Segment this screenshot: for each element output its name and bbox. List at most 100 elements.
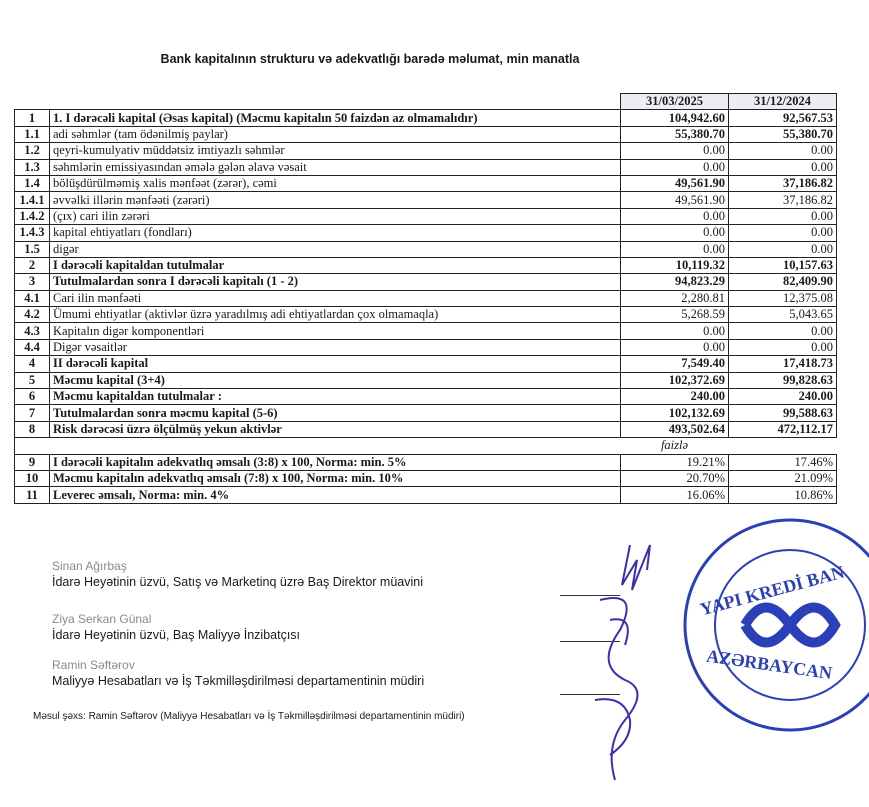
table-row: 8 Risk dərəcəsi üzrə ölçülmüş yekun aktiv… <box>14 420 837 439</box>
value-2024-12: 240.00 <box>728 388 837 406</box>
value-2024-12: 82,409.90 <box>728 273 837 291</box>
table-row: 1.2 qeyri-kumulyativ müddətsiz imtiyazlı … <box>14 142 837 160</box>
signature-line <box>560 694 620 695</box>
table-row: 1.4.1 əvvəlki illərin mənfəəti (zərəri) 49… <box>14 191 837 209</box>
row-number: 1.1 <box>14 125 50 144</box>
value-2024-12: 472,112.17 <box>728 420 837 439</box>
signatory-name: Ziya Serkan Günal <box>52 612 152 626</box>
value-2025-03: 49,561.90 <box>620 191 729 209</box>
row-label: Tutulmalardan sonra I dərəcəli kapitalı … <box>49 273 621 291</box>
value-2024-12: 99,828.63 <box>728 371 837 390</box>
row-label: Məcmu kapitaldan tutulmalar : <box>49 388 621 406</box>
value-2024-12: 17.46% <box>728 453 837 471</box>
row-number: 1 <box>14 109 50 127</box>
row-number: 1.4.3 <box>14 224 50 242</box>
value-2025-03: 0.00 <box>620 322 729 340</box>
value-2025-03: 0.00 <box>620 207 729 226</box>
value-2024-12: 37,186.82 <box>728 191 837 209</box>
table-row: 3 Tutulmalardan sonra I dərəcəli kapitalı… <box>14 273 837 291</box>
row-label: Ümumi ehtiyatlar (aktivlər üzrə yaradılm… <box>49 306 621 324</box>
value-2025-03: 104,942.60 <box>620 109 729 127</box>
table-row: 1.4 bölüşdürülməmiş xalis mənfəət (zərər)… <box>14 174 837 193</box>
table-header: 31/03/2025 31/12/2024 <box>15 92 837 111</box>
value-2025-03: 55,380.70 <box>620 125 729 144</box>
value-2024-12: 10.86% <box>728 486 837 504</box>
table-row: 4.4 Digər vəsaitlər 0.00 0.00 <box>14 338 837 357</box>
table-row: 4.1 Cari ilin mənfəəti 2,280.81 12,375.08 <box>14 289 837 308</box>
table-row: 1 1. I dərəcəli kapital (Əsas kapital) (M… <box>14 109 837 127</box>
row-label: Məcmu kapitalın adekvatlıq əmsalı (7:8) … <box>49 469 621 488</box>
table-row: 1.4.2 (çıx) cari ilin zərəri 0.00 0.00 <box>14 207 837 226</box>
value-2025-03: 0.00 <box>620 142 729 160</box>
table-row: 7 Tutulmalardan sonra məcmu kapital (5-6)… <box>14 404 837 422</box>
value-2025-03: 0.00 <box>620 338 729 357</box>
value-2025-03: 7,549.40 <box>620 355 729 373</box>
value-2024-12: 99,588.63 <box>728 404 837 422</box>
value-2025-03: 20.70% <box>620 469 729 488</box>
value-2024-12: 92,567.53 <box>728 109 837 127</box>
row-number: 4.4 <box>14 338 50 357</box>
value-2024-12: 55,380.70 <box>728 125 837 144</box>
value-2025-03: 0.00 <box>620 240 729 258</box>
signature-line <box>560 641 620 642</box>
value-2025-03: 240.00 <box>620 388 729 406</box>
table-row: 4.3 Kapitalın digər komponentləri 0.00 0.00 <box>14 322 837 340</box>
row-number: 4.2 <box>14 306 50 324</box>
table-row: 1.5 digər 0.00 0.00 <box>14 240 837 258</box>
signature-icon <box>594 544 651 781</box>
row-label: digər <box>49 240 621 258</box>
row-number: 4.1 <box>14 289 50 308</box>
row-number: 4 <box>14 355 50 373</box>
signatory: Ziya Serkan Günal İdarə Heyətinin üzvü, B… <box>52 612 300 642</box>
row-label: (çıx) cari ilin zərəri <box>49 207 621 226</box>
row-label: Kapitalın digər komponentləri <box>49 322 621 340</box>
row-number: 7 <box>14 404 50 422</box>
row-number: 5 <box>14 371 50 390</box>
value-2025-03: 10,119.32 <box>620 256 729 275</box>
ratio-row: 11 Leverec əmsalı, Norma: min. 4% 16.06% 10… <box>14 486 837 504</box>
row-label: Cari ilin mənfəəti <box>49 289 621 308</box>
value-2024-12: 10,157.63 <box>728 256 837 275</box>
row-number: 9 <box>14 453 50 471</box>
signature-line <box>560 595 620 596</box>
value-2025-03: 19.21% <box>620 453 729 471</box>
row-number: 11 <box>14 486 50 504</box>
stamp-icon: YAPI KREDİ BAN AZƏRBAYCAN <box>683 518 869 732</box>
table-row: 4.2 Ümumi ehtiyatlar (aktivlər üzrə yarad… <box>14 306 837 324</box>
signatory-role: Maliyyə Hesabatları və İş Təkmilləşdiril… <box>52 674 425 688</box>
row-label: Tutulmalardan sonra məcmu kapital (5-6) <box>49 404 621 422</box>
row-number: 1.3 <box>14 158 50 176</box>
row-number: 1.4.1 <box>14 191 50 209</box>
row-number: 6 <box>14 388 50 406</box>
value-2024-12: 17,418.73 <box>728 355 837 373</box>
row-number: 1.4.2 <box>14 207 50 226</box>
value-2025-03: 5,268.59 <box>620 306 729 324</box>
row-label: qeyri-kumulyativ müddətsiz imtiyazlı səh… <box>49 142 621 160</box>
value-2024-12: 0.00 <box>728 322 837 340</box>
unit-row: faizlə <box>14 437 837 455</box>
row-label: I dərəcəli kapitaldan tutulmalar <box>49 256 621 275</box>
row-number: 1.5 <box>14 240 50 258</box>
value-2024-12: 0.00 <box>728 338 837 357</box>
value-2025-03: 16.06% <box>620 486 729 504</box>
row-label: Leverec əmsalı, Norma: min. 4% <box>49 486 621 504</box>
row-number: 10 <box>14 469 50 488</box>
table-row: 4 II dərəcəli kapital 7,549.40 17,418.73 <box>14 355 837 373</box>
signatory: Ramin Səftərov Maliyyə Hesabatları və İş … <box>52 658 424 688</box>
value-2025-03: 0.00 <box>620 224 729 242</box>
value-2024-12: 5,043.65 <box>728 306 837 324</box>
table-row: 6 Məcmu kapitaldan tutulmalar :240.00 240.… <box>14 388 837 406</box>
unit-label: faizlə <box>660 438 689 453</box>
value-2025-03: 2,280.81 <box>620 289 729 308</box>
row-label: Digər vəsaitlər <box>49 338 621 357</box>
column-header: 31/03/2025 <box>620 92 729 111</box>
signatory-name: Sinan Ağırbaş <box>52 559 127 573</box>
value-2024-12: 12,375.08 <box>728 289 837 308</box>
row-number: 2 <box>14 256 50 275</box>
value-2025-03: 0.00 <box>620 158 729 176</box>
value-2025-03: 102,132.69 <box>620 404 729 422</box>
column-header: 31/12/2024 <box>728 92 837 111</box>
row-label: adi səhmlər (tam ödənilmiş paylar) <box>49 125 621 144</box>
value-2025-03: 493,502.64 <box>620 420 729 439</box>
